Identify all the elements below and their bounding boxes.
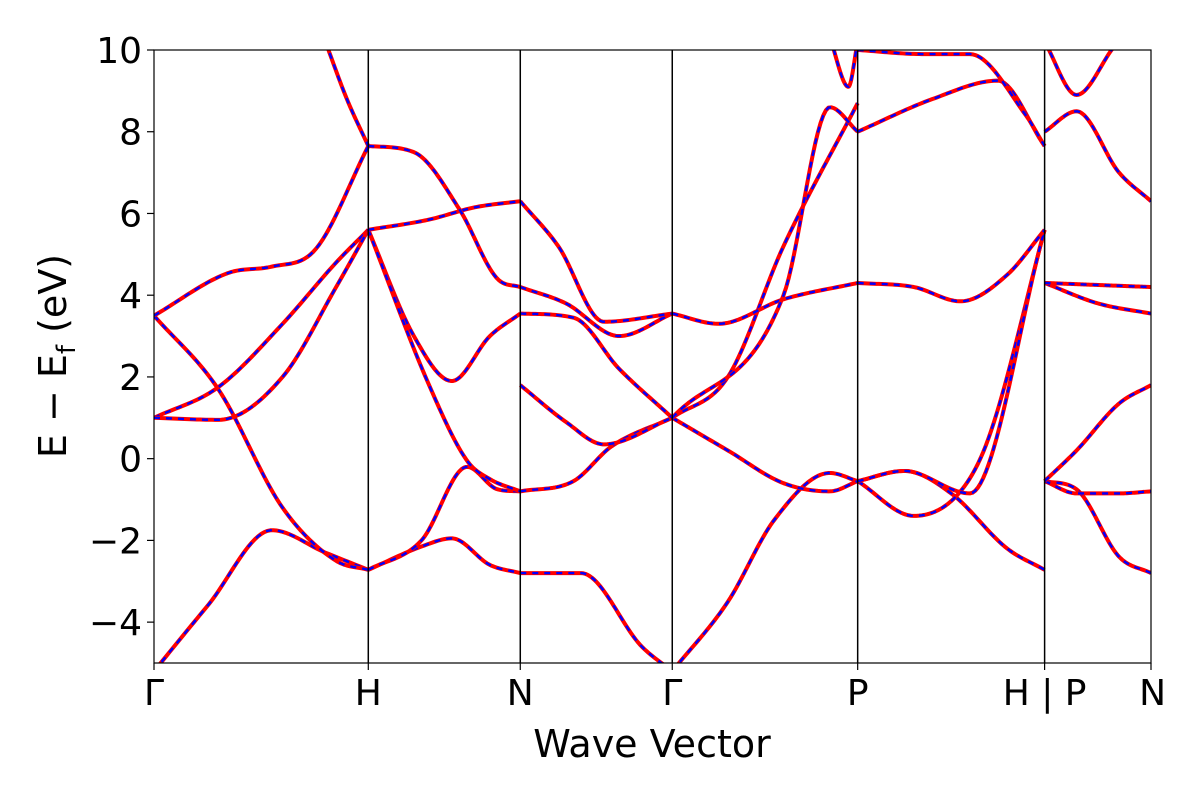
x-tick-label: N [1139,673,1166,714]
y-tick-label: 10 [96,31,142,72]
y-tick-label: 6 [119,194,142,235]
x-tick-label: Γ [144,673,164,714]
band-line-overlay [367,537,521,575]
y-tick-label: 0 [119,440,142,481]
band-line-overlay [154,314,369,571]
y-axis-ticks: −4 −2 0 2 4 6 8 10 [89,31,154,644]
x-axis-ticks: Γ H N Γ P H | P N [144,663,1166,714]
band-line [1043,479,1151,496]
y-tick-label: 4 [119,276,142,317]
y-tick-label: 8 [119,113,142,154]
band-line-overlay [857,79,1046,147]
band-line [154,228,371,422]
x-tick-label: Γ [662,673,682,714]
band-line-overlay [1044,281,1151,289]
band-line [671,102,860,420]
x-tick-label: N [507,673,534,714]
x-axis-title: Wave Vector [533,722,771,766]
kpoint-lines [367,50,1046,663]
band-line-overlay [1047,50,1114,97]
band-line [1043,281,1151,316]
x-tick-label: P [847,673,869,714]
band-line-overlay [519,384,673,446]
plot-frame [153,49,1152,664]
band-line-overlay [367,229,521,493]
y-tick-label: 2 [119,358,142,399]
band-line-overlay [671,416,859,493]
band-line-overlay [367,465,521,571]
band-line-overlay [159,529,369,663]
band-line [676,471,859,663]
band-line [520,571,665,663]
band-line-overlay [857,229,1046,518]
band-line [1043,383,1151,483]
band-line-overlay [671,281,858,325]
band-line-overlay [832,50,858,88]
band-line-overlay [1043,110,1151,203]
band-line-overlay [367,229,521,383]
band-line-overlay [1044,479,1151,575]
band-line-overlay [677,471,859,663]
band-line [857,468,1046,572]
band-line [857,50,1047,148]
band-line [154,228,370,420]
band-line [518,199,673,324]
band-line-overlay [520,312,674,419]
band-line-overlay [519,285,673,338]
band-line-overlay [857,229,1046,303]
band-line-overlay [1043,384,1151,483]
y-axis-title-unit: (eV) [31,254,75,345]
band-line-overlay [671,102,859,419]
band-line [1046,50,1115,97]
band-line-overlay [368,200,521,231]
band-line-overlay [520,571,664,663]
band-line [671,416,859,494]
band-line [366,229,522,383]
x-tick-label: H [355,673,382,714]
y-axis-title-main: E − E [31,354,75,458]
band-line [519,383,674,447]
x-tick-label: H | P [1003,673,1087,714]
band-line-overlay [327,50,370,147]
band-line [158,528,370,663]
y-axis-title-subscript: f [52,344,82,354]
band-line [366,229,522,494]
band-line [856,78,1047,148]
band-line-overlay [154,229,370,422]
y-tick-label: −2 [89,521,142,562]
band-line [154,145,371,318]
y-axis-title: E − Ef (eV) [31,254,82,458]
band-line-overlay [368,144,521,289]
band-line-overlay [671,106,859,419]
band-line-overlay [857,229,1046,495]
bands-layer [154,50,1151,663]
band-line [831,50,859,89]
band-line [857,229,1047,496]
band-line-overlay [519,200,673,323]
y-tick-label: −4 [89,603,142,644]
band-line-overlay [154,228,370,419]
band-line-overlay [857,469,1046,571]
band-line [519,285,674,339]
